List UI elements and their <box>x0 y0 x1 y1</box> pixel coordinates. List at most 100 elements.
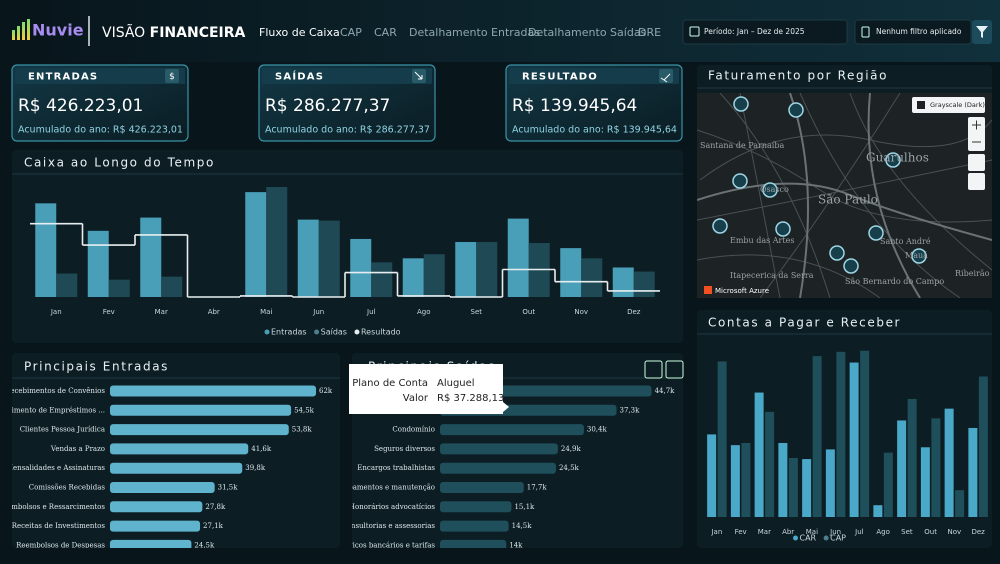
bar <box>455 242 477 297</box>
category-label: Reembolsos de Despesas <box>16 541 105 549</box>
x-tick-label: Dez <box>971 528 985 536</box>
nav-tab[interactable]: CAP <box>340 26 362 39</box>
x-tick-label: Abr <box>208 308 220 316</box>
bar <box>140 217 162 297</box>
period-label: Período: Jan – Dez de 2025 <box>704 27 805 36</box>
bar <box>110 443 249 455</box>
map-bubble[interactable] <box>911 248 927 264</box>
map-place: Santana de Parnaíba <box>700 141 784 150</box>
value-label: 27,8k <box>205 503 226 511</box>
map-place: São Bernardo do Campo <box>845 277 944 286</box>
x-tick-label: Fev <box>103 308 115 316</box>
legend-dot <box>354 329 360 335</box>
x-tick-label: Mai <box>260 308 272 316</box>
bar <box>350 238 372 297</box>
bar <box>612 267 634 297</box>
x-tick-label: Nov <box>574 308 588 316</box>
bar <box>907 399 917 517</box>
map-bubble[interactable] <box>788 102 804 118</box>
kpi-icon-bg <box>165 69 179 83</box>
category-label: Condomínio <box>392 426 435 434</box>
map-style-picker[interactable] <box>912 97 985 113</box>
bar <box>440 462 556 474</box>
map-controls <box>968 117 985 190</box>
map-bubble[interactable] <box>733 96 749 112</box>
panel-title: Caixa ao Longo do Tempo <box>24 156 215 170</box>
map-bubble[interactable] <box>732 173 748 189</box>
focus-mode-button[interactable] <box>665 360 684 379</box>
bar <box>110 501 203 513</box>
value-label: 39,8k <box>245 464 266 472</box>
legend-dot <box>793 535 798 541</box>
panel-title: Contas a Pagar e Receber <box>708 316 901 330</box>
kpi-label-bg <box>509 68 679 84</box>
filter-status[interactable] <box>854 19 972 45</box>
x-tick-label: Mai <box>806 528 818 536</box>
value-label: 44,7k <box>655 387 676 395</box>
map-bubble[interactable] <box>775 221 791 237</box>
bar <box>110 482 215 493</box>
filter-visual-button[interactable] <box>644 360 663 379</box>
bar <box>440 443 558 455</box>
legend-label: CAR <box>800 534 817 543</box>
category-label: Mensalidades e Assinaturas <box>6 464 106 472</box>
bar <box>788 458 798 517</box>
x-tick-label: Mar <box>758 528 771 536</box>
kpi-value: R$ 286.277,37 <box>265 96 390 116</box>
kpi-label-bg <box>15 68 185 84</box>
bar <box>110 404 292 416</box>
value-label: 17,7k <box>527 484 548 492</box>
map-place: Ribeirão Pires <box>955 269 1000 278</box>
period-filter[interactable] <box>682 19 848 45</box>
x-tick-label: Jul <box>366 308 376 316</box>
ms-logo <box>704 286 712 294</box>
value-label: 14k <box>509 541 523 549</box>
map-place: Embu das Artes <box>730 236 794 245</box>
x-tick-label: Jul <box>854 528 864 536</box>
bar <box>897 420 907 517</box>
category-label: Vendas a Prazo <box>50 445 105 453</box>
bar-list: Recebimentos de Convênios 62k Recebimento … <box>0 385 333 549</box>
value-label: 24,5k <box>559 464 580 472</box>
bar <box>920 447 930 517</box>
map-bubble[interactable] <box>712 218 728 234</box>
value-label: 53,8k <box>292 426 313 434</box>
legend-dot <box>823 535 829 541</box>
bar <box>581 258 603 297</box>
bar <box>560 248 582 297</box>
nav-tab[interactable]: DRE <box>638 26 661 39</box>
bar <box>883 452 893 517</box>
bar <box>931 418 941 517</box>
tilt-control[interactable] <box>968 154 985 171</box>
map-bubble[interactable] <box>868 225 884 241</box>
nav-tab[interactable]: Detalhamento Saídas <box>528 26 647 39</box>
x-tick-label: Abr <box>782 528 794 536</box>
bar <box>633 271 655 297</box>
map-bubble[interactable] <box>829 245 845 261</box>
bar <box>108 279 130 297</box>
legend-label: Entradas <box>271 328 307 337</box>
funnel-icon <box>976 26 988 38</box>
category-label: Consultorias e assessorias <box>341 522 435 530</box>
x-tick-label: Jun <box>829 528 841 536</box>
value-label: 41,6k <box>251 445 272 453</box>
category-label: Recebimentos de Convênios <box>5 387 105 395</box>
x-tick-label: Out <box>522 308 535 316</box>
bar <box>955 490 965 517</box>
title-bold: FINANCEIRA <box>150 25 246 41</box>
nav-tab[interactable]: CAR <box>374 26 397 39</box>
map-bubble[interactable] <box>843 258 859 274</box>
map-bubble[interactable] <box>885 152 901 168</box>
title-light: VISÃO <box>102 24 145 41</box>
tooltip-pointer <box>503 402 509 412</box>
compass-control[interactable] <box>968 173 985 190</box>
x-tick-label: Ago <box>417 308 431 316</box>
map-bubble[interactable] <box>762 182 778 198</box>
x-tick-label: Jan <box>710 528 722 536</box>
nav-tab[interactable]: Detalhamento Entradas <box>409 26 540 39</box>
category-label: Recebimento de Empréstimos ... <box>0 406 105 414</box>
value-label: 54,5k <box>294 406 315 414</box>
nav-tab[interactable]: Fluxo de Caixa <box>259 26 340 39</box>
kpi-label: SAÍDAS <box>275 70 324 83</box>
x-tick-label: Out <box>924 528 937 536</box>
